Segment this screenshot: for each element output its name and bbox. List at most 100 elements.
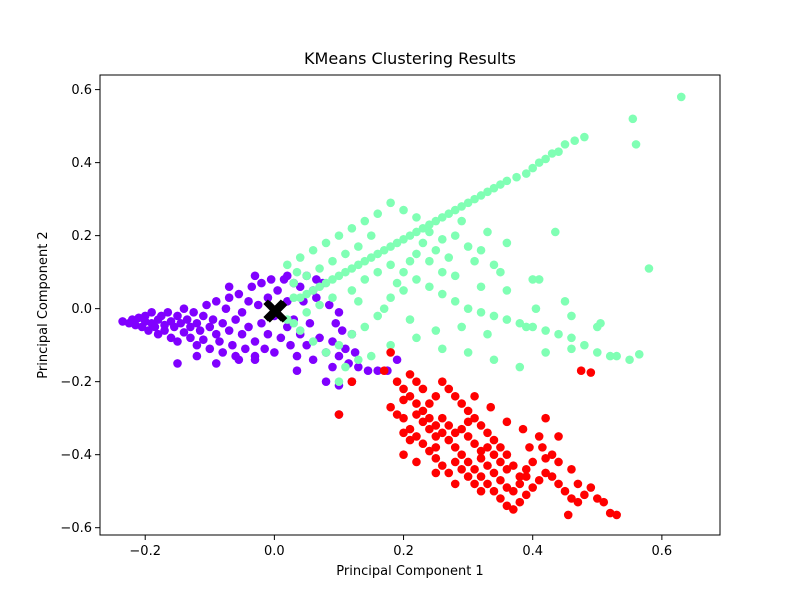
cluster-1-point xyxy=(502,286,512,295)
cluster-0-point xyxy=(263,329,273,339)
cluster-1-point xyxy=(521,322,531,332)
cluster-2-point xyxy=(437,428,447,438)
cluster-1-point xyxy=(302,289,311,299)
cluster-0-point xyxy=(195,326,205,335)
cluster-0-point xyxy=(302,340,311,350)
cluster-2-point xyxy=(496,457,505,467)
cluster-2-point xyxy=(425,446,434,456)
centroid-layer xyxy=(263,299,288,323)
cluster-0-point xyxy=(234,355,244,365)
cluster-1-point xyxy=(334,377,344,386)
cluster-1-point xyxy=(580,132,589,142)
cluster-2-point xyxy=(412,432,421,441)
cluster-2-point xyxy=(437,377,447,386)
cluster-2-point xyxy=(450,391,460,401)
cluster-1-point xyxy=(399,234,408,244)
cluster-1-point xyxy=(412,213,421,222)
cluster-0-point xyxy=(192,340,202,350)
cluster-2-point xyxy=(509,486,518,496)
cluster-1-point xyxy=(302,308,311,317)
cluster-1-point xyxy=(489,311,499,321)
cluster-0-point xyxy=(282,271,292,281)
cluster-2-point xyxy=(528,483,538,492)
cluster-2-point xyxy=(470,479,479,489)
cluster-0-point xyxy=(315,333,324,343)
cluster-2-point xyxy=(431,454,441,463)
cluster-2-point xyxy=(573,497,583,507)
cluster-2-point xyxy=(437,461,447,470)
cluster-0-point xyxy=(118,317,127,326)
cluster-2-point xyxy=(399,384,408,394)
y-tick-label: 0.4 xyxy=(71,156,92,171)
cluster-0-point xyxy=(292,351,302,361)
cluster-2-point xyxy=(502,417,512,427)
cluster-1-point xyxy=(463,348,473,357)
cluster-1-point xyxy=(392,238,402,248)
cluster-0-point xyxy=(263,293,273,303)
cluster-1-point xyxy=(612,351,621,361)
cluster-0-point xyxy=(266,275,276,284)
cluster-2-point xyxy=(405,370,415,379)
cluster-0-point xyxy=(224,282,234,292)
x-tick-label: 0.4 xyxy=(522,544,543,559)
cluster-1-point xyxy=(386,293,395,303)
cluster-1-point xyxy=(457,202,466,211)
cluster-2-point xyxy=(444,384,454,394)
cluster-1-point xyxy=(437,213,447,222)
cluster-1-point xyxy=(366,253,376,262)
cluster-2-point xyxy=(496,475,505,485)
cluster-0-point xyxy=(169,322,179,332)
cluster-2-point xyxy=(405,391,415,401)
cluster-1-point xyxy=(379,245,389,255)
cluster-0-point xyxy=(241,344,250,354)
cluster-1-point xyxy=(366,231,376,240)
x-tick-label: 0.6 xyxy=(652,544,673,559)
cluster-1-point xyxy=(605,351,615,361)
cluster-1-point xyxy=(354,355,363,365)
cluster-1-point xyxy=(592,348,602,357)
cluster-1-point xyxy=(644,264,654,273)
cluster-2-point xyxy=(496,443,505,452)
cluster-0-point xyxy=(147,308,156,317)
cluster-1-point xyxy=(625,355,634,365)
cluster-1-point xyxy=(534,158,544,167)
cluster-2-point xyxy=(515,472,525,481)
cluster-1-point xyxy=(425,220,434,229)
cluster-1-point xyxy=(379,304,389,313)
cluster-1-point xyxy=(334,340,344,350)
cluster-2-point xyxy=(580,490,589,500)
cluster-1-point xyxy=(483,187,492,197)
cluster-1-point xyxy=(483,329,492,339)
cluster-2-point xyxy=(425,424,434,434)
cluster-1-point xyxy=(308,245,318,255)
cluster-2-point xyxy=(515,497,525,507)
plot-frame xyxy=(99,74,721,536)
cluster-2-point xyxy=(463,406,473,416)
cluster-1-point xyxy=(444,253,454,262)
y-tick-label: 0.2 xyxy=(71,229,92,244)
cluster-1-point xyxy=(354,297,363,306)
cluster-2-point xyxy=(541,413,550,423)
cluster-1-point xyxy=(437,344,447,354)
cluster-2-point xyxy=(386,348,395,357)
cluster-0-point xyxy=(305,318,315,328)
cluster-1-point xyxy=(315,282,324,292)
cluster-2-point xyxy=(392,410,402,419)
cluster-1-point xyxy=(328,256,337,266)
cluster-2-point xyxy=(509,461,518,470)
y-axis: −0.6 −0.4 −0.2 0.0 0.2 0.4 0.6 xyxy=(60,83,100,536)
cluster-1-point xyxy=(328,293,337,303)
cluster-2-point xyxy=(502,501,512,511)
cluster-0-point xyxy=(350,348,360,357)
cluster-0-point xyxy=(218,348,228,357)
cluster-1-point xyxy=(373,267,383,277)
cluster-2-point xyxy=(418,417,428,427)
cluster-2-point xyxy=(412,399,421,408)
cluster-2-point xyxy=(534,475,544,485)
cluster-1-point xyxy=(289,278,299,288)
chart-title: KMeans Clustering Results xyxy=(304,49,516,68)
cluster-1-point xyxy=(570,136,579,146)
cluster-1-point xyxy=(386,260,395,270)
y-tick-label: 0.6 xyxy=(71,83,92,98)
